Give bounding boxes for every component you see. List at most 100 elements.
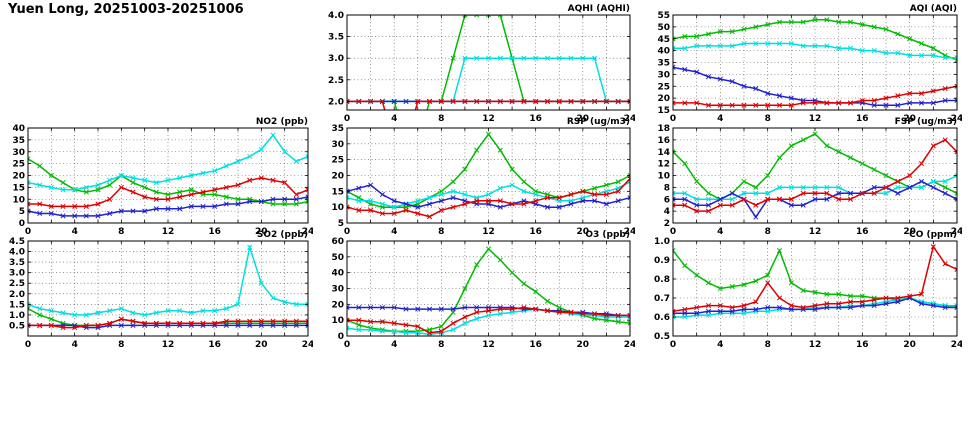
svg-text:6: 6 [664,195,670,205]
no2-plot-area: 0 4 8 12 16 20 24 0 5 10 15 20 25 30 35 40 [1,116,314,237]
svg-text:2: 2 [664,219,670,229]
svg-text:2.0: 2.0 [328,97,344,107]
svg-text:10: 10 [12,195,25,205]
svg-text:8: 8 [765,114,771,124]
chart-co: CO (ppm) 0 4 8 12 16 20 24 0.5 0.6 0.7 0.8 0.9 1.0 [646,229,963,350]
svg-text:16: 16 [208,227,221,237]
svg-text:0: 0 [344,227,350,237]
svg-text:60: 60 [331,237,344,247]
svg-text:12: 12 [162,340,175,350]
svg-text:30: 30 [12,148,25,158]
svg-text:0.5: 0.5 [654,332,670,342]
svg-text:5: 5 [19,207,25,217]
svg-text:8: 8 [118,227,124,237]
svg-text:0.6: 0.6 [654,313,670,323]
chart-title-so2: SO2 (ppb) [256,230,308,240]
svg-text:15: 15 [12,183,25,193]
svg-text:24: 24 [951,340,962,350]
svg-text:16: 16 [856,227,869,237]
svg-text:12: 12 [809,340,822,350]
svg-text:4: 4 [391,114,397,124]
svg-text:12: 12 [809,227,822,237]
svg-text:4: 4 [717,114,723,124]
svg-text:12: 12 [482,114,495,124]
svg-text:8: 8 [765,227,771,237]
svg-text:16: 16 [208,340,221,350]
co-plot-area: 0 4 8 12 16 20 24 0.5 0.6 0.7 0.8 0.9 1.0 [646,229,963,350]
svg-text:16: 16 [529,227,542,237]
aqi-plot-area: 0 4 8 12 16 20 24 15 20 25 30 35 40 45 50 55 [646,3,963,124]
chart-rsp: RSP (ug/m3) 0 4 8 12 16 20 24 5 10 15 20 25 30 35 [320,116,636,237]
svg-text:25: 25 [657,82,670,92]
svg-text:40: 40 [331,269,344,279]
svg-text:0.9: 0.9 [654,256,670,266]
svg-text:20: 20 [577,227,590,237]
svg-text:0: 0 [25,227,31,237]
chart-aqi: AQI (AQI) 0 4 8 12 16 20 24 15 20 25 30 35 40 45 50 55 [646,3,963,124]
svg-text:55: 55 [657,11,670,21]
svg-text:1.0: 1.0 [9,311,25,321]
svg-text:16: 16 [856,340,869,350]
svg-text:10: 10 [331,203,344,213]
svg-text:15: 15 [331,187,344,197]
svg-text:1.5: 1.5 [9,300,25,310]
svg-text:20: 20 [331,172,344,182]
svg-text:0.8: 0.8 [654,275,670,285]
o3-plot-area: 0 4 8 12 16 20 24 0 10 20 30 40 50 60 [320,229,636,350]
svg-text:4.0: 4.0 [9,248,25,258]
svg-text:35: 35 [331,124,344,134]
svg-text:4: 4 [391,227,397,237]
svg-text:2.5: 2.5 [328,76,344,86]
svg-text:30: 30 [657,70,670,80]
svg-text:24: 24 [951,227,962,237]
svg-text:24: 24 [302,340,313,350]
svg-text:25: 25 [331,156,344,166]
svg-text:20: 20 [577,340,590,350]
svg-text:24: 24 [951,114,962,124]
svg-text:30: 30 [331,285,344,295]
svg-text:16: 16 [856,114,869,124]
svg-text:20: 20 [903,227,916,237]
svg-text:16: 16 [657,136,670,146]
svg-text:40: 40 [657,47,670,57]
svg-text:12: 12 [482,227,495,237]
svg-text:30: 30 [331,140,344,150]
chart-title-fsp: FSP (ug/m3) [894,117,957,127]
svg-text:0: 0 [344,340,350,350]
svg-text:8: 8 [118,340,124,350]
chart-so2: SO2 (ppb) 0 4 8 12 16 20 24 0.5 1.0 1.5 2.0 2.5 3.0 3… [1,229,314,350]
svg-text:0: 0 [338,332,344,342]
svg-text:50: 50 [331,253,344,263]
page-title: Yuen Long, 20251003-20251006 [8,2,244,17]
chart-title-o3: O3 (ppb) [585,230,630,240]
chart-fsp: FSP (ug/m3) 0 4 8 12 16 20 24 2 4 6 8 10 12 14 16 18 [646,116,963,237]
chart-title-aqi: AQI (AQI) [909,4,957,14]
svg-text:2.5: 2.5 [9,279,25,289]
svg-text:4: 4 [72,227,78,237]
svg-text:0: 0 [670,114,676,124]
svg-text:4.5: 4.5 [9,237,25,247]
svg-text:20: 20 [12,172,25,182]
svg-text:8: 8 [438,114,444,124]
svg-text:0.5: 0.5 [9,321,25,331]
svg-text:3.0: 3.0 [328,54,344,64]
svg-text:40: 40 [12,124,25,134]
svg-text:3.5: 3.5 [9,258,25,268]
svg-text:35: 35 [12,136,25,146]
svg-text:4: 4 [664,207,670,217]
svg-text:35: 35 [657,59,670,69]
chart-no2: NO2 (ppb) 0 4 8 12 16 20 24 0 5 10 15 20 25 30 35 40 [1,116,314,237]
svg-text:0: 0 [25,340,31,350]
svg-text:0.7: 0.7 [654,294,670,304]
svg-text:20: 20 [657,94,670,104]
chart-title-co: CO (ppm) [909,230,957,240]
svg-text:24: 24 [302,227,313,237]
svg-text:4.0: 4.0 [328,11,344,21]
aqhi-plot-area: 0 4 8 12 16 20 24 2.0 2.5 3.0 3.5 4.0 [320,3,636,124]
svg-text:20: 20 [255,340,268,350]
svg-text:4: 4 [717,227,723,237]
svg-text:8: 8 [438,227,444,237]
svg-text:25: 25 [12,160,25,170]
chart-title-rsp: RSP (ug/m3) [566,117,630,127]
svg-text:8: 8 [438,340,444,350]
